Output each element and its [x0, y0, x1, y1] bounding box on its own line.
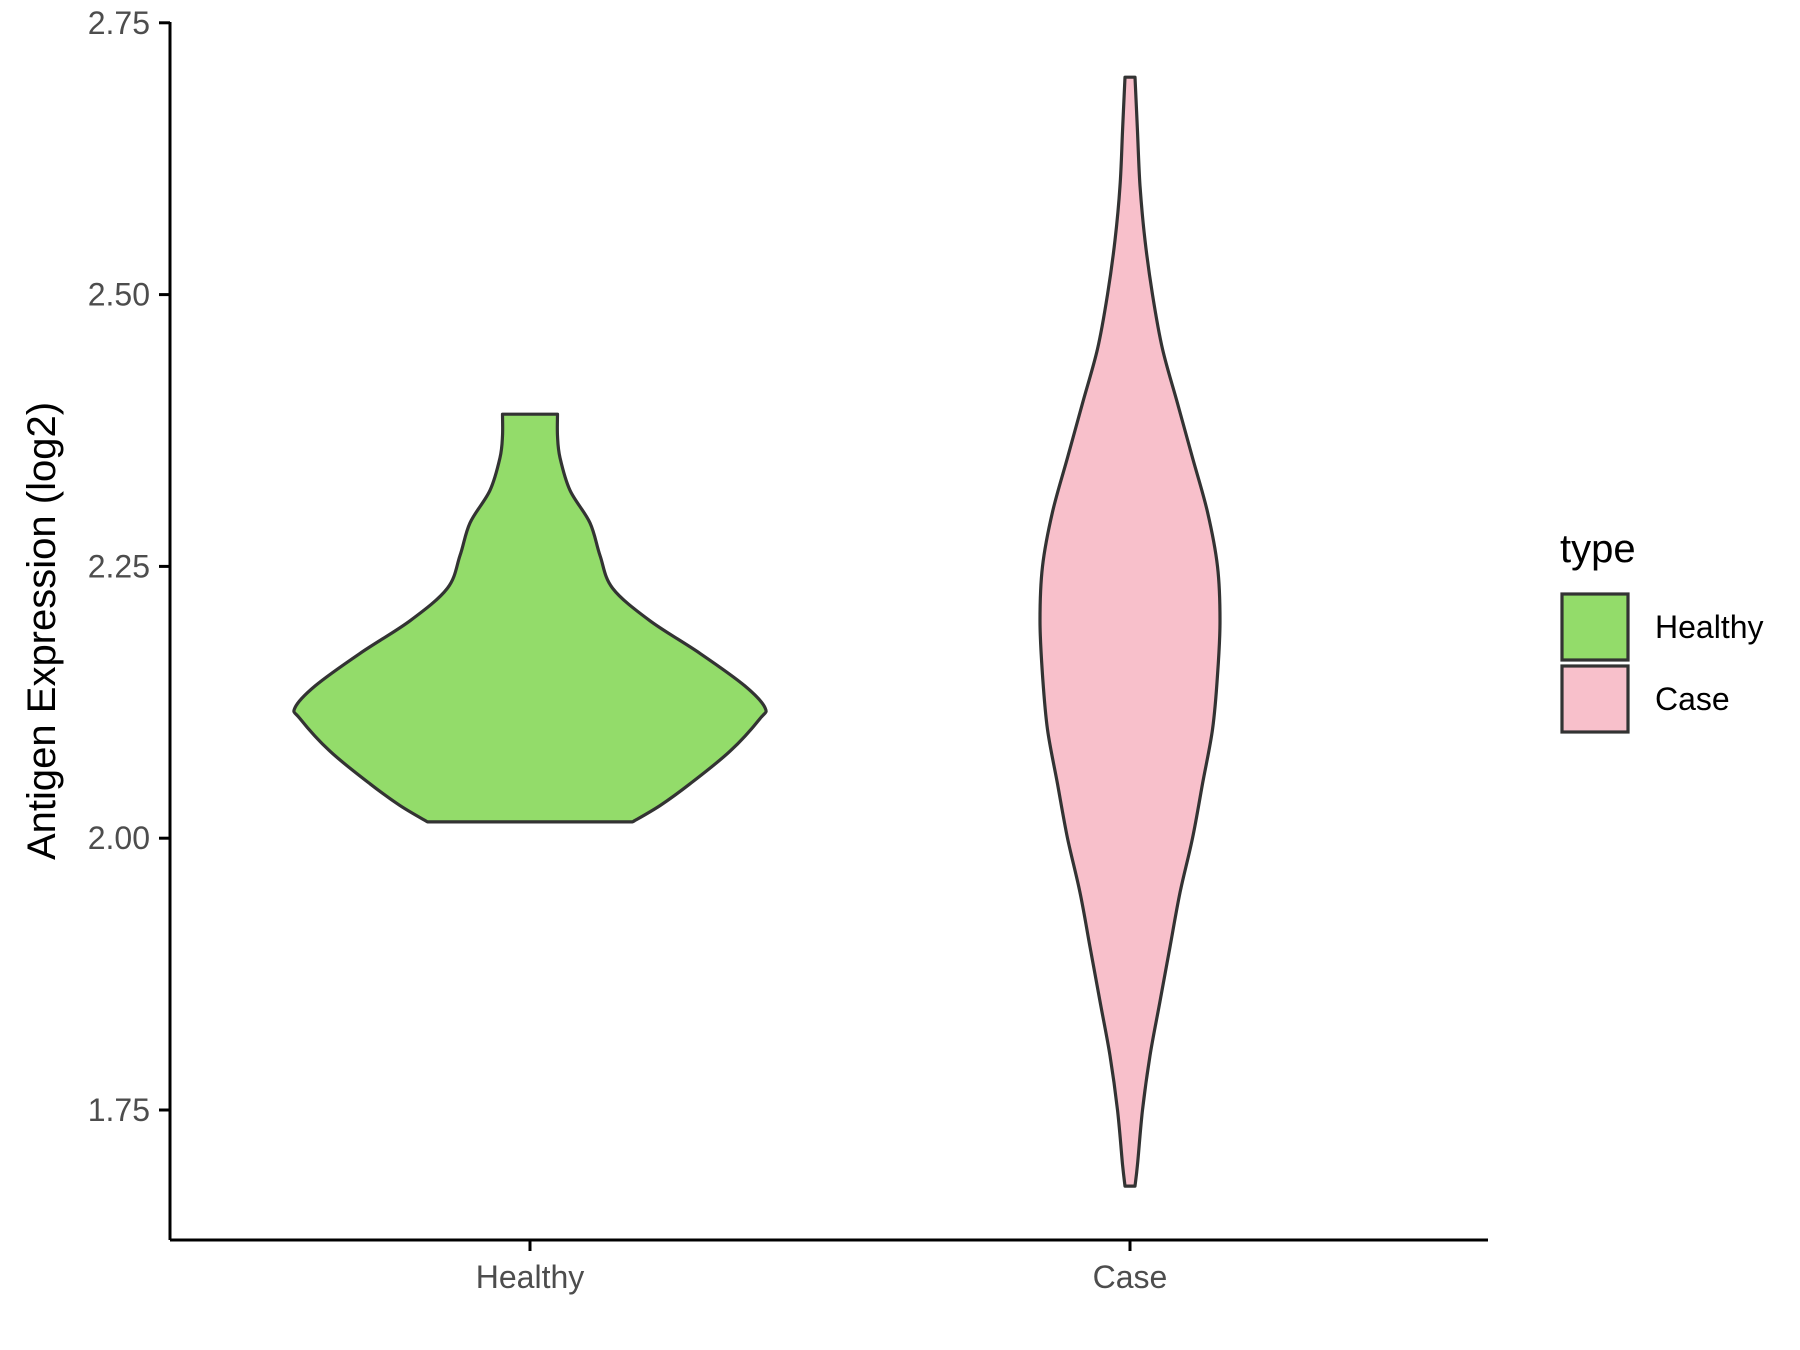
x-tick-label-case: Case [1093, 1259, 1168, 1295]
y-tick-label: 2.50 [88, 277, 150, 313]
violin-healthy [292, 412, 768, 824]
legend-items: Healthy Case [1560, 592, 1764, 734]
y-axis-title: Antigen Expression (log2) [20, 402, 64, 860]
x-tick-label-healthy: Healthy [476, 1259, 585, 1295]
y-ticks-group: 1.75 2.00 2.25 2.50 2.75 [88, 5, 170, 1128]
legend: type Healthy Case [1560, 527, 1764, 734]
axes-group [168, 22, 1488, 1242]
legend-swatch-case [1560, 664, 1630, 734]
y-tick-label: 2.00 [88, 820, 150, 856]
y-tick-label: 2.75 [88, 5, 150, 41]
legend-label-case: Case [1655, 681, 1730, 717]
violins-group [292, 75, 1222, 1188]
x-ticks-group: Healthy Case [476, 1240, 1168, 1295]
y-tick-label: 1.75 [88, 1092, 150, 1128]
legend-label-healthy: Healthy [1655, 609, 1764, 645]
violin-case [1038, 75, 1222, 1188]
y-tick-label: 2.25 [88, 548, 150, 584]
legend-swatch-healthy [1560, 592, 1630, 662]
legend-title: type [1560, 527, 1636, 571]
